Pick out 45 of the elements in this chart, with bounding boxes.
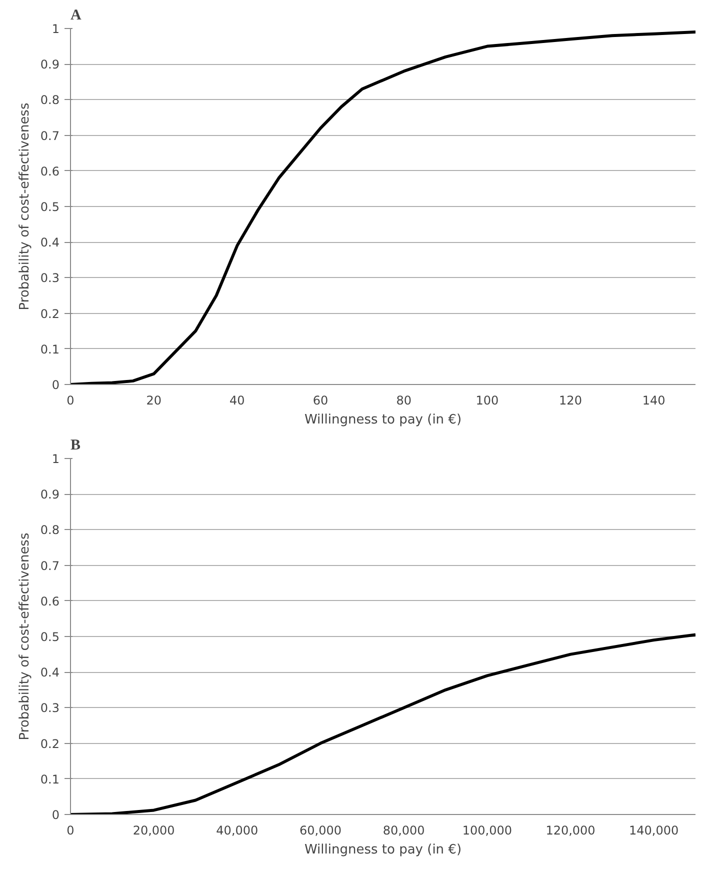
line-series — [70, 30, 696, 384]
x-tick-label: 100,000 — [462, 824, 512, 838]
y-tick-label: 1 — [52, 452, 60, 466]
y-tick-label: 0.3 — [40, 271, 60, 286]
y-tick-label: 1 — [52, 22, 60, 36]
y-tick-label: 0.2 — [40, 736, 60, 751]
y-tick-label: 0.4 — [40, 236, 60, 250]
x-tick-label: 140 — [642, 394, 666, 408]
y-tick-label: 0.6 — [40, 594, 60, 608]
x-tick-label: 120,000 — [546, 824, 596, 838]
y-tick-label: 0.7 — [40, 128, 60, 143]
y-tick-label: 0 — [52, 808, 60, 822]
x-axis-title: Willingness to pay (in €) — [304, 842, 462, 858]
x-tick-label: 80,000 — [382, 824, 425, 838]
y-tick-label: 0.9 — [40, 488, 60, 502]
x-tick-label: 40,000 — [216, 824, 258, 838]
x-tick-label: 60 — [312, 394, 328, 408]
y-axis-title: Probability of cost-effectiveness — [17, 532, 32, 740]
y-tick-label: 0 — [52, 378, 60, 392]
x-tick-label: 80 — [396, 394, 412, 408]
x-tick-label: 20 — [146, 394, 162, 408]
y-tick-label: 0.9 — [40, 58, 60, 72]
x-tick-label: 60,000 — [300, 824, 342, 838]
y-axis-title: Probability of cost-effectiveness — [17, 102, 32, 310]
y-tick-label: 0.3 — [40, 701, 60, 716]
y-tick-label: 0.2 — [40, 306, 60, 321]
x-tick-label: 140,000 — [629, 824, 679, 838]
y-tick-label: 0.7 — [40, 558, 60, 573]
x-tick-label: 0 — [66, 824, 74, 838]
x-tick-label: 40 — [230, 394, 245, 408]
x-axis-title: Willingness to pay (in €) — [304, 412, 462, 428]
chart-title: B — [70, 438, 81, 454]
x-tick-label: 100 — [476, 394, 499, 408]
y-tick-label: 0.4 — [40, 666, 60, 680]
x-tick-label: 120 — [559, 394, 582, 408]
y-tick-label: 0.1 — [40, 772, 60, 786]
y-tick-label: 0.5 — [40, 630, 60, 644]
y-tick-label: 0.1 — [40, 342, 60, 356]
y-tick-label: 0.8 — [40, 93, 60, 108]
y-tick-label: 0.6 — [40, 164, 60, 178]
y-tick-label: 0.8 — [40, 523, 60, 538]
x-tick-label: 20,000 — [132, 824, 175, 838]
x-tick-label: 0 — [66, 394, 74, 408]
chart-title: A — [70, 8, 82, 24]
y-tick-label: 0.5 — [40, 200, 60, 214]
